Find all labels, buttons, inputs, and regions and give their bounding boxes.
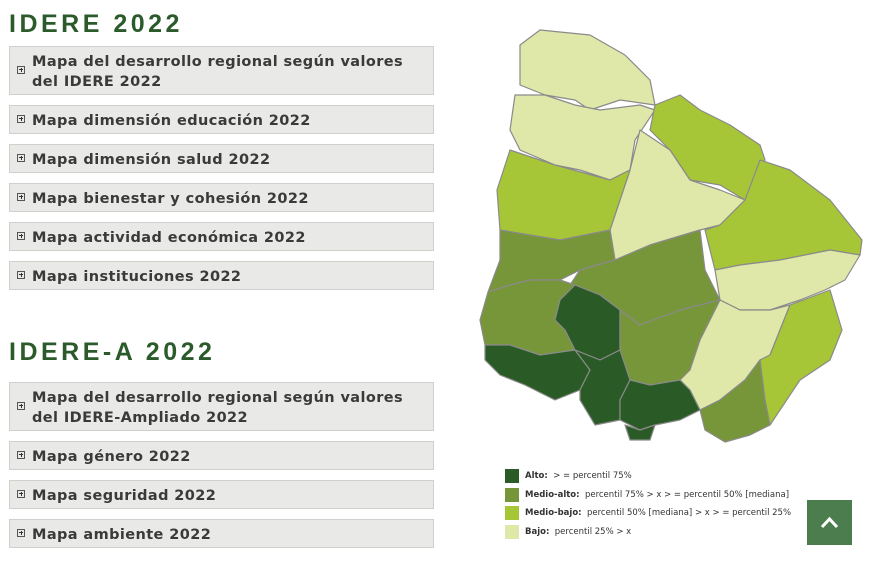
region: [759, 289, 843, 426]
item-label: Mapa género 2022: [32, 449, 191, 465]
legend: Alto: > = percentil 75% Medio-alto: perc…: [505, 467, 791, 541]
region: [699, 359, 771, 443]
item-label: Mapa ambiente 2022: [32, 527, 212, 543]
item-label: Mapa bienestar y cohesión 2022: [32, 191, 309, 207]
item-label: Mapa actividad económica 2022: [32, 230, 306, 246]
accordion-item[interactable]: Mapa género 2022: [9, 441, 434, 470]
section-title: IDERE-A 2022: [9, 338, 216, 366]
accordion-item[interactable]: Mapa seguridad 2022: [9, 480, 434, 509]
legend-desc: percentil 75% > x > = percentil 50% [med…: [584, 489, 790, 500]
accordion-item[interactable]: Mapa del desarrollo regional según valor…: [9, 382, 434, 431]
legend-desc: > = percentil 75%: [553, 471, 632, 482]
map: [479, 29, 863, 443]
legend-item: Medio-alto: percentil 75% > x > = percen…: [505, 486, 791, 505]
accordion-item[interactable]: Mapa actividad económica 2022: [9, 222, 434, 251]
legend-label: Medio-bajo:: [525, 508, 582, 519]
region: [624, 424, 656, 441]
chevron-icon: [820, 516, 839, 529]
region: [619, 379, 701, 431]
legend-desc: percentil 50% [mediana] > x > = percenti…: [586, 508, 792, 519]
accordion-item[interactable]: Mapa ambiente 2022: [9, 519, 434, 548]
legend-label: Medio-alto:: [525, 489, 580, 500]
back-to-top[interactable]: [807, 500, 852, 545]
item-label: Mapa instituciones 2022: [32, 269, 242, 285]
legend-label: Alto:: [525, 471, 548, 482]
accordion-item[interactable]: Mapa instituciones 2022: [9, 261, 434, 290]
legend-item: Alto: > = percentil 75%: [505, 467, 791, 486]
legend-item: Medio-bajo: percentil 50% [mediana] > x …: [505, 504, 791, 523]
legend-item: Bajo: percentil 25% > x: [505, 523, 791, 542]
item-label: Mapa del desarrollo regional según valor…: [32, 390, 404, 426]
accordion-item[interactable]: Mapa del desarrollo regional según valor…: [9, 46, 434, 95]
region: [509, 94, 656, 181]
legend-desc: percentil 25% > x: [554, 526, 632, 537]
section-title: IDERE 2022: [9, 10, 183, 38]
accordion-item[interactable]: Mapa dimensión educación 2022: [9, 105, 434, 134]
item-label: Mapa del desarrollo regional según valor…: [32, 54, 404, 90]
legend-label: Bajo:: [525, 526, 550, 537]
item-label: Mapa dimensión educación 2022: [32, 113, 311, 129]
accordion-item[interactable]: Mapa dimensión salud 2022: [9, 144, 434, 173]
item-label: Mapa dimensión salud 2022: [32, 152, 271, 168]
region: [519, 29, 656, 111]
accordion-item[interactable]: Mapa bienestar y cohesión 2022: [9, 183, 434, 212]
item-label: Mapa seguridad 2022: [32, 488, 217, 504]
